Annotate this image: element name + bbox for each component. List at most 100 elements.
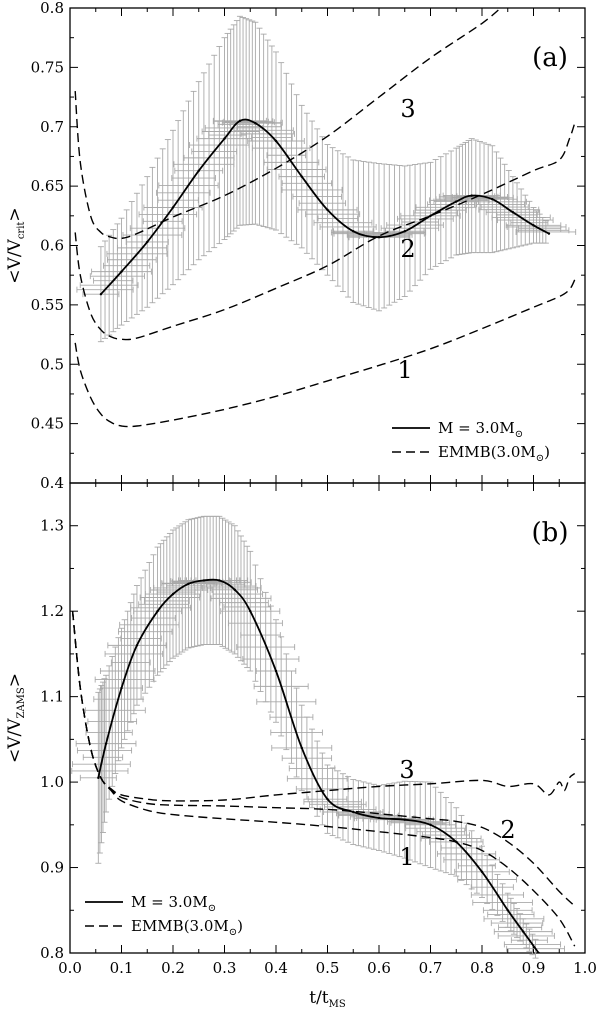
data-point: [537, 951, 540, 953]
emmb-track-1-line: [74, 279, 576, 428]
data-point: [470, 194, 473, 197]
data-point: [120, 686, 123, 690]
x-tick-label: 0.7: [419, 959, 443, 977]
y-axis-title-sub: crit: [16, 222, 27, 240]
data-point: [120, 270, 123, 273]
x-tick-label: 1.0: [573, 959, 597, 977]
data-point: [480, 870, 484, 874]
data-point: [455, 200, 458, 203]
data-point: [429, 823, 432, 827]
curve-label-3: 3: [399, 756, 414, 784]
legend-dashed-close: ): [237, 917, 243, 935]
y-tick-label: 1.0: [40, 773, 64, 791]
data-point: [97, 776, 100, 780]
y-tick-label: 0.45: [31, 415, 64, 433]
data-point: [522, 930, 525, 933]
data-point: [491, 197, 494, 201]
x-tick-label: 0.8: [470, 959, 494, 977]
x-axis-title-sub: MS: [329, 999, 346, 1010]
data-point: [403, 230, 406, 233]
legend-dashed-main: EMMB(3.0M: [131, 917, 229, 935]
data-point: [300, 746, 303, 750]
x-tick-label: 0.6: [367, 959, 391, 977]
legend: M = 3.0M⊙ EMMB(3.0M⊙): [392, 419, 550, 464]
data-point: [233, 588, 236, 592]
data-point: [403, 818, 406, 821]
series-lines: [71, 578, 576, 953]
legend-solid-main: M = 3.0M: [131, 893, 208, 911]
data-point: [99, 292, 103, 296]
y-tick-label: 1.3: [40, 517, 64, 535]
sun-symbol: ⊙: [536, 453, 544, 464]
y-tick-label: 0.8: [40, 0, 64, 17]
emmb-track-3-line: [74, 8, 502, 240]
data-point: [146, 240, 149, 244]
y-tick-label: 1.1: [40, 688, 64, 706]
data-point: [377, 816, 381, 820]
error-bars: [71, 515, 565, 959]
y-axis-title-close: >: [5, 207, 25, 221]
data-point: [104, 742, 108, 745]
data-point: [532, 224, 535, 227]
y-tick-label: 0.9: [40, 859, 64, 877]
data-point: [223, 137, 226, 140]
panel-label: (a): [532, 43, 568, 73]
y-tick-label: 0.6: [40, 237, 64, 255]
legend: M = 3.0M⊙EMMB(3.0M⊙): [85, 893, 243, 938]
emmb-track-3-line: [71, 611, 576, 802]
data-point: [171, 206, 175, 209]
data-point: [300, 175, 303, 178]
y-tick-label: 0.4: [40, 474, 64, 492]
data-point: [218, 579, 221, 582]
data-point: [249, 609, 252, 613]
data-point: [352, 810, 355, 814]
data-point: [135, 644, 139, 647]
y-axis-title: <V/Vcrit>: [5, 207, 27, 283]
curve-label-1: 1: [399, 843, 414, 871]
y-tick-label: 0.5: [40, 355, 64, 373]
data-point: [202, 579, 206, 582]
data-point: [187, 582, 190, 586]
sun-symbol: ⊙: [208, 903, 216, 914]
data-point: [254, 121, 257, 125]
y-axis-title-main: <V/V: [5, 718, 25, 763]
curve-label-1: 1: [397, 356, 412, 384]
emmb-track-2-line: [74, 122, 576, 341]
legend-solid-label: M = 3.0M⊙: [438, 419, 523, 440]
legend-dashed-label: EMMB(3.0M⊙): [438, 443, 550, 464]
x-tick-label: 0.5: [316, 959, 340, 977]
x-axis-title: t/tMS: [309, 988, 346, 1010]
series-lines: [74, 8, 576, 428]
data-point: [197, 169, 200, 172]
y-axis-title-sub: ZAMS: [16, 687, 27, 718]
data-point: [429, 214, 432, 218]
data-point: [171, 592, 175, 596]
data-point: [506, 909, 509, 912]
curve-label-2: 2: [500, 816, 515, 844]
data-point: [326, 797, 329, 801]
x-tick-label: 0.1: [110, 959, 134, 977]
y-axis-title-main: <V/V: [5, 238, 25, 283]
legend-dashed-main: EMMB(3.0M: [438, 443, 536, 461]
x-tick-label: 0.3: [213, 959, 237, 977]
curve-label-3: 3: [400, 95, 415, 123]
y-tick-label: 0.7: [40, 118, 64, 136]
legend-solid-label: M = 3.0M⊙: [131, 893, 216, 914]
x-tick-label: 0.0: [58, 959, 82, 977]
data-point: [238, 119, 242, 123]
y-tick-label: 0.55: [31, 296, 64, 314]
y-tick-label: 0.65: [31, 177, 64, 195]
data-point: [274, 139, 278, 143]
sun-symbol: ⊙: [515, 429, 523, 440]
panel-a: 0.4 0.45 0.5 0.55 0.6 0.65 0.7 0.75 0.8 <V/Vcrit>…: [5, 0, 586, 492]
data-point: [547, 232, 551, 235]
plot-frame: [69, 482, 586, 954]
y-axis-title: <V/VZAMS>: [5, 673, 27, 763]
legend-dashed-label: EMMB(3.0M⊙): [131, 917, 243, 938]
x-tick-label: 0.4: [264, 959, 288, 977]
y-tick-label: 0.75: [31, 58, 64, 76]
data-point: [326, 208, 329, 212]
curve-label-2: 2: [400, 235, 415, 263]
data-point: [274, 669, 278, 673]
